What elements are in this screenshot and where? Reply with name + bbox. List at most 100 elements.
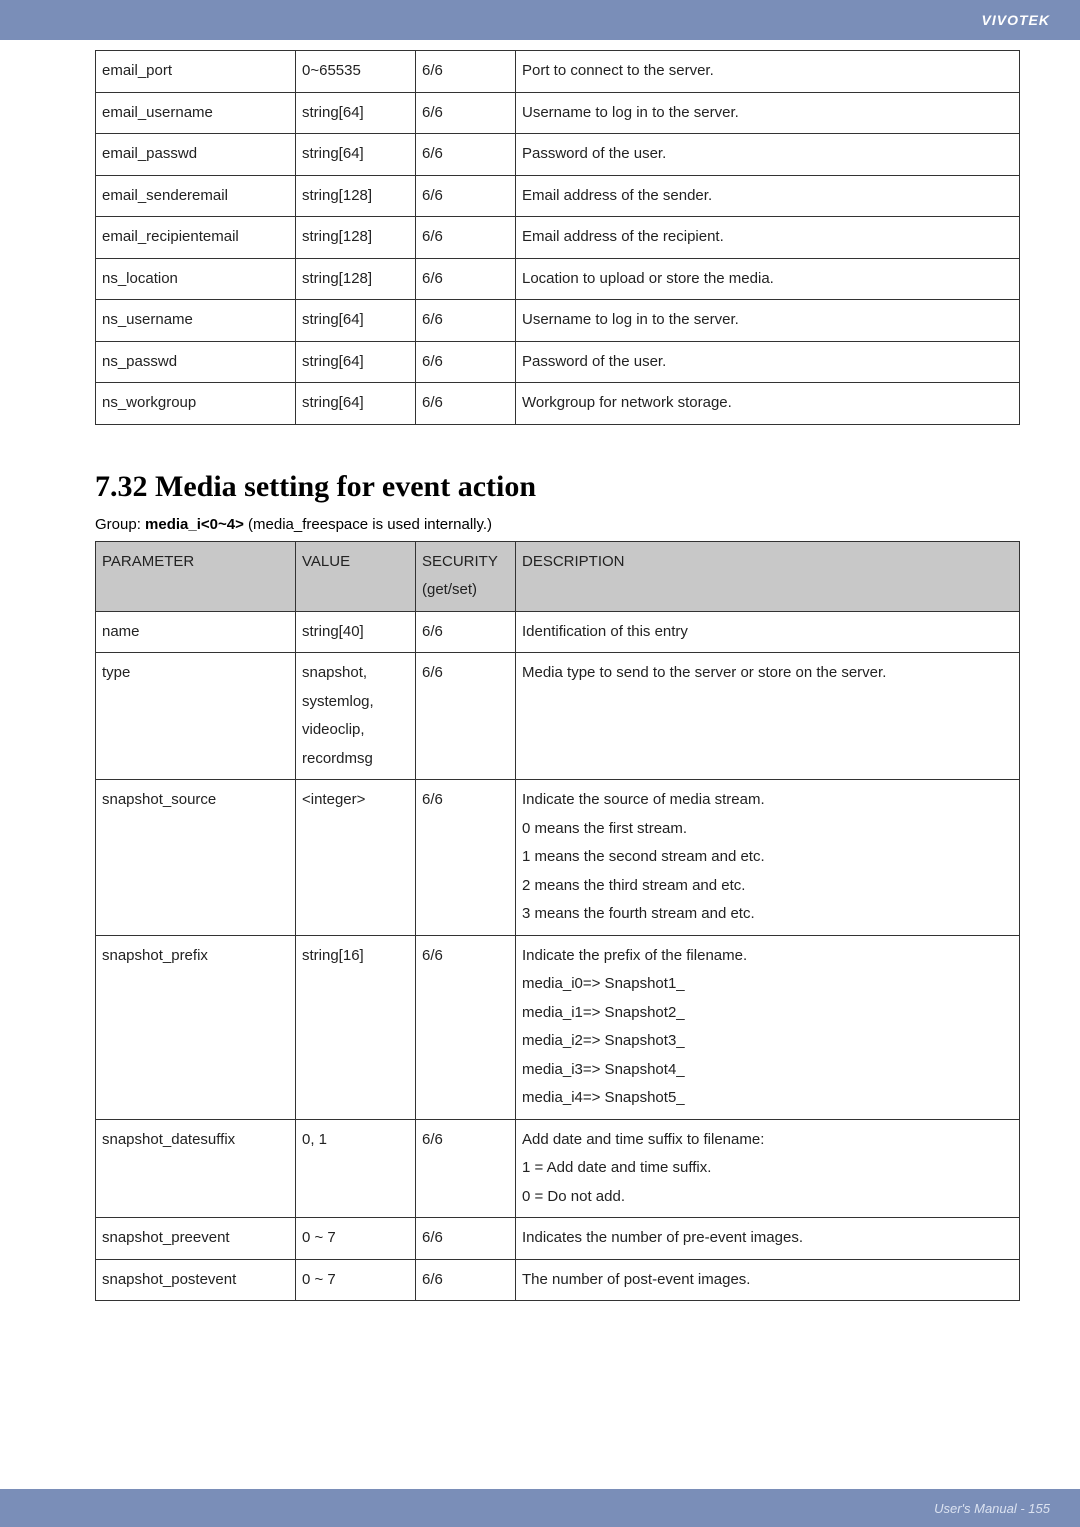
cell-security: 6/6 xyxy=(416,780,516,936)
table-row: email_recipientemailstring[128]6/6Email … xyxy=(96,217,1020,259)
table-row: snapshot_postevent0 ~ 76/6The number of … xyxy=(96,1259,1020,1301)
desc-line: The number of post-event images. xyxy=(522,1266,1013,1295)
table-row: namestring[40]6/6Identification of this … xyxy=(96,611,1020,653)
cell-security: 6/6 xyxy=(416,653,516,780)
cell-param: email_passwd xyxy=(96,134,296,176)
desc-line: media_i1=> Snapshot2_ xyxy=(522,999,1013,1028)
cell-param: snapshot_preevent xyxy=(96,1218,296,1260)
cell-description: Indicate the prefix of the filename.medi… xyxy=(516,935,1020,1119)
cell-security: 6/6 xyxy=(416,383,516,425)
desc-line: Email address of the recipient. xyxy=(522,223,1013,252)
cell-value: 0~65535 xyxy=(296,51,416,93)
desc-line: Add date and time suffix to filename: xyxy=(522,1126,1013,1155)
cell-security: 6/6 xyxy=(416,258,516,300)
cell-security: 6/6 xyxy=(416,611,516,653)
cell-security: 6/6 xyxy=(416,300,516,342)
th-description-text: DESCRIPTION xyxy=(522,548,1013,577)
cell-param: email_recipientemail xyxy=(96,217,296,259)
value-line: 0 ~ 7 xyxy=(302,1266,409,1295)
cell-param: ns_username xyxy=(96,300,296,342)
cell-value: string[64] xyxy=(296,383,416,425)
desc-line: 0 means the first stream. xyxy=(522,815,1013,844)
cell-value: string[64] xyxy=(296,92,416,134)
desc-line: Indicate the prefix of the filename. xyxy=(522,942,1013,971)
cell-description: The number of post-event images. xyxy=(516,1259,1020,1301)
table-header-row: PARAMETER VALUE SECURITY (get/set) DESCR… xyxy=(96,541,1020,611)
desc-line: Username to log in to the server. xyxy=(522,306,1013,335)
cell-description: Identification of this entry xyxy=(516,611,1020,653)
th-parameter-text: PARAMETER xyxy=(102,548,289,577)
cell-param: ns_workgroup xyxy=(96,383,296,425)
th-parameter: PARAMETER xyxy=(96,541,296,611)
table-row: snapshot_prefixstring[16]6/6Indicate the… xyxy=(96,935,1020,1119)
cell-description: Location to upload or store the media. xyxy=(516,258,1020,300)
desc-line: Media type to send to the server or stor… xyxy=(522,659,1013,688)
cell-description: Username to log in to the server. xyxy=(516,300,1020,342)
cell-security: 6/6 xyxy=(416,134,516,176)
cell-param: type xyxy=(96,653,296,780)
table-row: email_passwdstring[64]6/6Password of the… xyxy=(96,134,1020,176)
desc-line: Password of the user. xyxy=(522,348,1013,377)
value-line: snapshot, xyxy=(302,659,409,688)
desc-line: 1 = Add date and time suffix. xyxy=(522,1154,1013,1183)
desc-line: Location to upload or store the media. xyxy=(522,265,1013,294)
desc-line: media_i2=> Snapshot3_ xyxy=(522,1027,1013,1056)
cell-security: 6/6 xyxy=(416,92,516,134)
cell-description: Add date and time suffix to filename:1 =… xyxy=(516,1119,1020,1218)
cell-description: Indicate the source of media stream.0 me… xyxy=(516,780,1020,936)
cell-description: Workgroup for network storage. xyxy=(516,383,1020,425)
cell-param: ns_passwd xyxy=(96,341,296,383)
cell-param: email_port xyxy=(96,51,296,93)
content-area: email_port0~655356/6Port to connect to t… xyxy=(0,40,1080,1341)
value-line: recordmsg xyxy=(302,745,409,774)
cell-value: string[16] xyxy=(296,935,416,1119)
brand-text: VIVOTEK xyxy=(982,12,1050,28)
cell-description: Port to connect to the server. xyxy=(516,51,1020,93)
cell-value: string[64] xyxy=(296,341,416,383)
value-line: systemlog, xyxy=(302,688,409,717)
cell-security: 6/6 xyxy=(416,175,516,217)
desc-line: Port to connect to the server. xyxy=(522,57,1013,86)
desc-line: Username to log in to the server. xyxy=(522,99,1013,128)
cell-param: email_senderemail xyxy=(96,175,296,217)
cell-description: Email address of the recipient. xyxy=(516,217,1020,259)
group-suffix: (media_freespace is used internally.) xyxy=(244,516,492,533)
th-description: DESCRIPTION xyxy=(516,541,1020,611)
cell-param: snapshot_postevent xyxy=(96,1259,296,1301)
desc-line: 0 = Do not add. xyxy=(522,1183,1013,1212)
table-row: typesnapshot,systemlog,videoclip,recordm… xyxy=(96,653,1020,780)
value-line: <integer> xyxy=(302,786,409,815)
cell-security: 6/6 xyxy=(416,1218,516,1260)
cell-value: 0 ~ 7 xyxy=(296,1259,416,1301)
group-bold: media_i<0~4> xyxy=(145,516,244,533)
value-line: 0 ~ 7 xyxy=(302,1224,409,1253)
cell-param: snapshot_prefix xyxy=(96,935,296,1119)
desc-line: 2 means the third stream and etc. xyxy=(522,872,1013,901)
desc-line: 1 means the second stream and etc. xyxy=(522,843,1013,872)
table-row: ns_locationstring[128]6/6Location to upl… xyxy=(96,258,1020,300)
cell-description: Email address of the sender. xyxy=(516,175,1020,217)
cell-param: email_username xyxy=(96,92,296,134)
value-line: videoclip, xyxy=(302,716,409,745)
cell-value: 0 ~ 7 xyxy=(296,1218,416,1260)
table-row: email_usernamestring[64]6/6Username to l… xyxy=(96,92,1020,134)
desc-line: media_i0=> Snapshot1_ xyxy=(522,970,1013,999)
th-value-text: VALUE xyxy=(302,548,409,577)
value-line: string[16] xyxy=(302,942,409,971)
page: VIVOTEK email_port0~655356/6Port to conn… xyxy=(0,0,1080,1527)
th-security: SECURITY (get/set) xyxy=(416,541,516,611)
cell-param: snapshot_datesuffix xyxy=(96,1119,296,1218)
desc-line: Identification of this entry xyxy=(522,618,1013,647)
header-bar: VIVOTEK xyxy=(0,0,1080,40)
cell-security: 6/6 xyxy=(416,51,516,93)
cell-value: <integer> xyxy=(296,780,416,936)
th-security-text2: (get/set) xyxy=(422,576,509,605)
cell-value: string[128] xyxy=(296,175,416,217)
cell-security: 6/6 xyxy=(416,1119,516,1218)
desc-line: Password of the user. xyxy=(522,140,1013,169)
cell-value: string[64] xyxy=(296,134,416,176)
table-row: snapshot_source<integer>6/6Indicate the … xyxy=(96,780,1020,936)
params-table-1: email_port0~655356/6Port to connect to t… xyxy=(95,50,1020,425)
desc-line: Indicates the number of pre-event images… xyxy=(522,1224,1013,1253)
table-row: ns_usernamestring[64]6/6Username to log … xyxy=(96,300,1020,342)
